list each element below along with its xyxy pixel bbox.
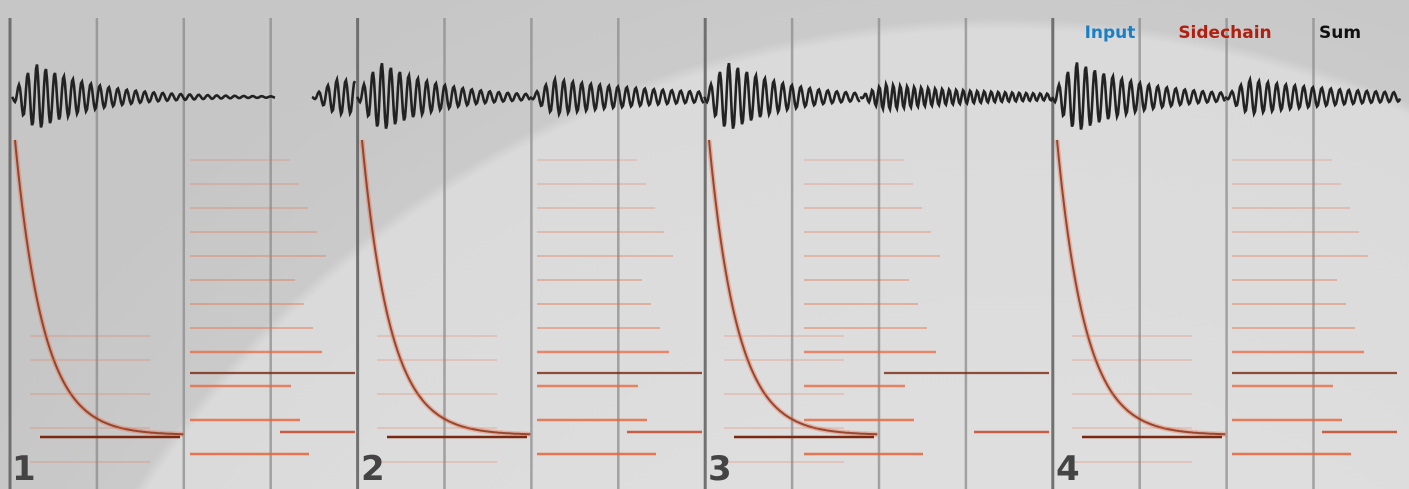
sweep-glow [706,139,878,437]
sweep [708,139,878,436]
legend-sum: Sum [1319,23,1361,43]
sweep-glow [359,139,531,437]
sweep [361,139,531,436]
waveforms [10,62,1402,130]
sweep-glow [12,139,184,437]
waveform [311,74,357,119]
waveform [1224,74,1402,118]
panel-label: 2 [361,449,385,489]
legend-sidechain: Sidechain [1178,23,1271,43]
panel-label: 3 [708,449,732,489]
legend-input: Input [1085,23,1136,43]
waveform [1050,62,1227,130]
waveform [529,74,705,119]
sweep-glow [1054,139,1226,437]
panel-label: 1 [12,449,36,489]
sweep [14,139,184,436]
waveform [859,79,1054,114]
waveform [10,64,276,128]
sweep [1056,139,1226,436]
waveform [702,62,861,129]
waveform [355,62,531,129]
spectrograms [12,139,1397,463]
panel-label: 4 [1056,449,1080,489]
